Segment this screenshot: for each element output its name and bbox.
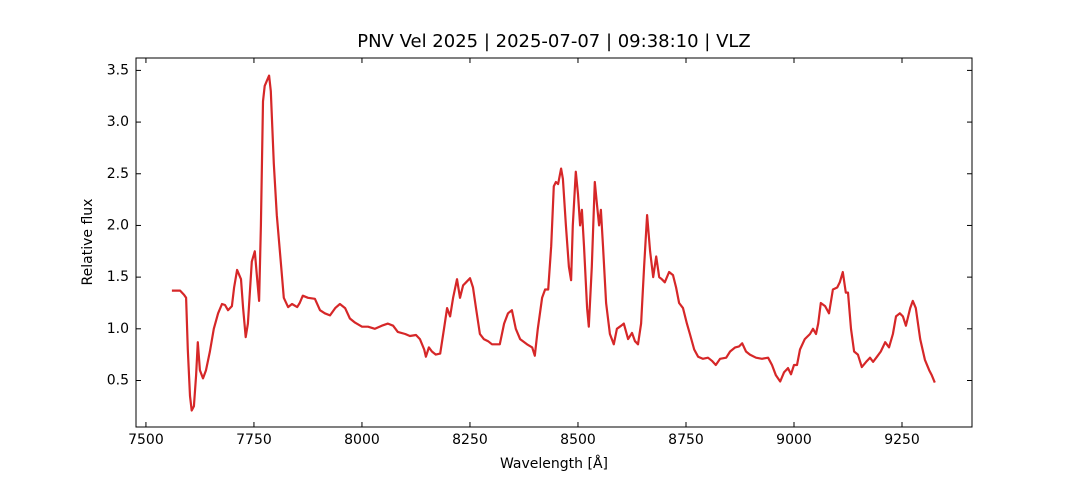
x-tick-label: 8250 (452, 432, 488, 448)
x-tick-label: 9000 (776, 432, 812, 448)
y-tick-label: 3.5 (107, 62, 129, 78)
x-tick-label: 9250 (884, 432, 920, 448)
y-tick-label: 0.5 (107, 372, 129, 388)
x-tick-label: 8500 (560, 432, 596, 448)
y-tick-label: 2.0 (107, 217, 129, 233)
x-tick-label: 8750 (668, 432, 704, 448)
y-tick-label: 3.0 (107, 114, 129, 130)
x-tick-label: 7750 (236, 432, 272, 448)
spectrum-line (171, 74, 936, 412)
y-tick-label: 1.0 (107, 321, 129, 337)
y-tick-label: 2.5 (107, 166, 129, 182)
chart-title: PNV Vel 2025 | 2025-07-07 | 09:38:10 | V… (357, 31, 751, 52)
x-tick-label: 7500 (128, 432, 164, 448)
x-tick-label: 8000 (344, 432, 380, 448)
plot-frame (135, 57, 973, 428)
y-tick-label: 1.5 (107, 269, 129, 285)
x-axis-label: Wavelength [Å] (500, 455, 608, 472)
y-axis-label: Relative flux (80, 199, 96, 286)
